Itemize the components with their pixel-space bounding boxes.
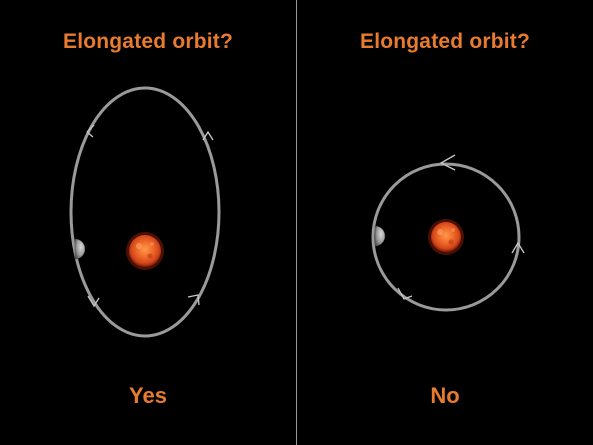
right-panel-title: Elongated orbit? [359,30,531,53]
direction-arrow-icon [86,124,95,138]
sun-icon [126,232,164,270]
direction-arrow-icon [511,241,525,254]
right-orbit-group [371,154,525,312]
left-orbit-group [69,86,221,338]
elongated-orbit-path [69,86,221,338]
left-panel-title: Elongated orbit? [62,30,234,53]
circular-orbit-path [371,162,521,312]
panel-divider [296,0,297,445]
sun-icon [428,219,464,255]
right-panel-answer: No [430,383,460,408]
left-panel-answer: Yes [129,383,167,408]
direction-arrow-icon [202,130,214,141]
direction-arrow-icon [439,154,456,171]
direction-arrow-icon [397,287,413,300]
planet-icon [74,238,86,260]
direction-arrow-icon [87,295,100,308]
direction-arrow-icon [187,294,200,306]
planet-icon [374,225,386,247]
